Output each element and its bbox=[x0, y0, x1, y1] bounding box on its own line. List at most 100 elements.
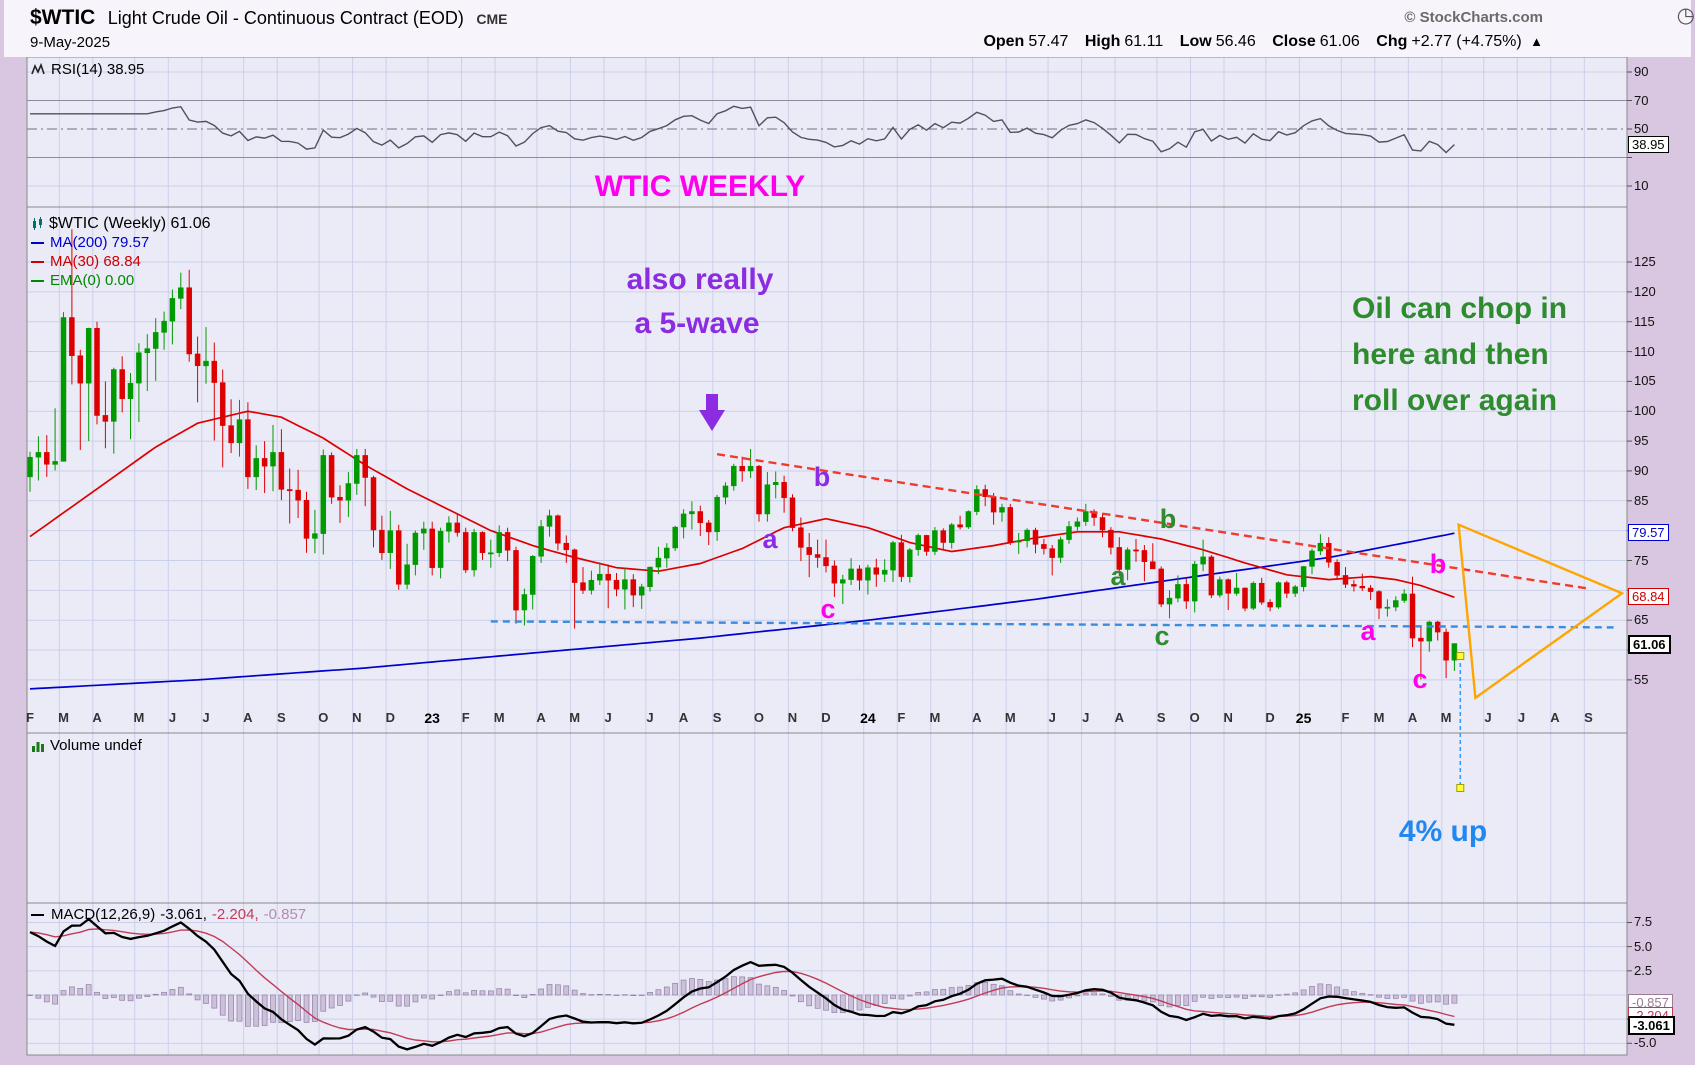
candlestick-chart-icon bbox=[33, 216, 42, 230]
x-axis-label: A bbox=[92, 710, 102, 725]
weekly-candle bbox=[613, 579, 620, 590]
wave-b-green: b bbox=[1159, 504, 1177, 534]
price-legend-title: $WTIC (Weekly) 61.06 bbox=[49, 214, 211, 232]
low-label: Low bbox=[1179, 33, 1212, 50]
volume-legend: Volume undef bbox=[31, 737, 142, 754]
x-axis-label: J bbox=[1082, 710, 1090, 725]
price-axis-label: 95 bbox=[1634, 433, 1649, 449]
weekly-candle bbox=[1300, 566, 1307, 588]
weekly-candle bbox=[219, 382, 226, 426]
x-axis-label: M bbox=[58, 710, 69, 725]
weekly-candle bbox=[1007, 507, 1014, 543]
weekly-candle bbox=[320, 455, 327, 534]
weekly-candle bbox=[1032, 529, 1039, 545]
weekly-candle bbox=[496, 532, 502, 553]
weekly-candle bbox=[111, 369, 117, 422]
weekly-candle bbox=[948, 524, 955, 543]
x-axis-label: O bbox=[318, 710, 329, 725]
weekly-candle bbox=[178, 287, 184, 299]
corner-clock-icon[interactable]: ◷ bbox=[1676, 4, 1695, 27]
macd-axis-label: 2.5 bbox=[1634, 962, 1653, 978]
price-axis-label: 120 bbox=[1634, 283, 1656, 299]
weekly-candle bbox=[923, 535, 930, 552]
weekly-candle bbox=[1166, 597, 1173, 605]
rsi-indicator-icon bbox=[31, 63, 45, 75]
weekly-candle bbox=[932, 530, 938, 552]
weekly-candle bbox=[714, 496, 720, 533]
x-axis-label: J bbox=[1484, 710, 1492, 725]
stockcharts-credit-link[interactable]: © StockCharts.com bbox=[1404, 9, 1543, 26]
weekly-candle bbox=[689, 511, 695, 515]
weekly-candle bbox=[1183, 584, 1190, 602]
weekly-candle bbox=[630, 579, 637, 596]
open-label: Open bbox=[983, 33, 1025, 50]
weekly-candle bbox=[35, 452, 42, 458]
wtic-weekly-title: WTIC WEEKLY bbox=[594, 170, 806, 203]
weekly-candle bbox=[69, 317, 75, 356]
weekly-candle bbox=[1083, 511, 1089, 522]
weekly-candle bbox=[44, 452, 50, 465]
ma30-legend-text: MA(30) 68.84 bbox=[50, 253, 141, 270]
weekly-candle bbox=[647, 566, 653, 588]
weekly-candle bbox=[1175, 584, 1181, 599]
weekly-candle bbox=[513, 550, 519, 611]
ema-swatch bbox=[31, 279, 44, 282]
weekly-candle bbox=[1124, 549, 1131, 570]
weekly-candle bbox=[136, 352, 142, 384]
weekly-candle bbox=[898, 542, 905, 577]
weekly-candle bbox=[94, 328, 100, 416]
x-axis-label: D bbox=[821, 710, 831, 725]
x-axis-label: A bbox=[678, 710, 689, 725]
wave-a-magenta: a bbox=[1360, 616, 1376, 646]
rsi-legend-text: RSI(14) 38.95 bbox=[51, 61, 145, 78]
wave-c-magenta-1: c bbox=[820, 594, 836, 624]
x-axis-label: A bbox=[972, 710, 982, 725]
weekly-candle bbox=[638, 586, 645, 596]
weekly-candle bbox=[1208, 556, 1215, 596]
weekly-candle bbox=[546, 515, 553, 527]
weekly-candle bbox=[60, 317, 67, 462]
weekly-candle bbox=[152, 332, 159, 349]
price-axis-label: 115 bbox=[1634, 313, 1655, 329]
weekly-candle bbox=[253, 458, 259, 478]
x-axis-label: M bbox=[1004, 710, 1016, 725]
ma30-line bbox=[29, 410, 1455, 599]
weekly-candle bbox=[211, 360, 218, 383]
macd-axis-label: 7.5 bbox=[1634, 914, 1653, 930]
macd-signal-line bbox=[29, 928, 1455, 1043]
weekly-candle bbox=[328, 455, 335, 498]
measurement-handle[interactable] bbox=[1456, 784, 1465, 792]
weekly-candle bbox=[194, 353, 201, 367]
weekly-candle bbox=[840, 579, 846, 584]
weekly-candle bbox=[312, 533, 318, 539]
x-axis-label: M bbox=[569, 710, 581, 725]
x-axis-label: M bbox=[133, 710, 145, 725]
high-value: 61.11 bbox=[1124, 33, 1164, 50]
weekly-candle bbox=[1141, 550, 1148, 562]
weekly-candle bbox=[1443, 631, 1449, 661]
weekly-candle bbox=[1200, 556, 1206, 565]
wave-c-green: c bbox=[1154, 621, 1170, 651]
weekly-candle bbox=[680, 513, 687, 528]
weekly-candle bbox=[588, 579, 595, 591]
rsi-axis-label: 90 bbox=[1634, 64, 1649, 79]
weekly-candle bbox=[488, 552, 494, 555]
ma200-legend-text: MA(200) 79.57 bbox=[50, 234, 150, 251]
open-value: 57.47 bbox=[1028, 33, 1069, 50]
x-axis-label: J bbox=[604, 710, 612, 725]
down-arrow-icon bbox=[706, 394, 718, 412]
weekly-candle bbox=[848, 568, 854, 580]
weekly-candle bbox=[437, 530, 444, 568]
x-axis-label: A bbox=[1114, 710, 1124, 725]
weekly-candle bbox=[1150, 561, 1156, 570]
weekly-candle bbox=[119, 369, 125, 400]
five-wave-note-line1: also really bbox=[626, 263, 774, 296]
rsi-axis-label: 50 bbox=[1634, 121, 1649, 136]
weekly-candle bbox=[907, 549, 913, 577]
weekly-candle bbox=[1275, 582, 1282, 608]
weekly-candle bbox=[52, 461, 58, 465]
measurement-handle[interactable] bbox=[1456, 652, 1465, 660]
weekly-candle bbox=[739, 465, 745, 472]
weekly-candle bbox=[957, 524, 963, 528]
